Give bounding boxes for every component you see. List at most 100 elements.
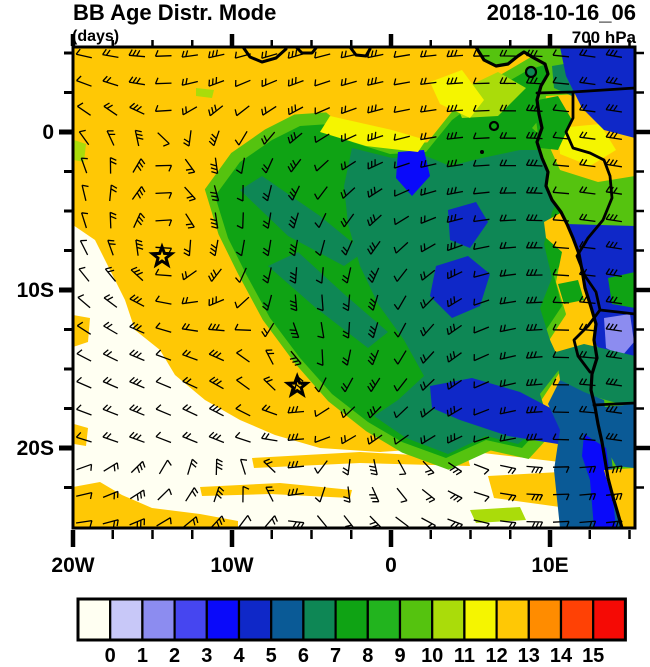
wind-barb: [499, 132, 516, 139]
wind-barb: [367, 322, 379, 339]
wind-barb: [263, 376, 276, 391]
wind-barb: [316, 515, 329, 528]
star-markers-layer: [148, 242, 311, 398]
wind-barb: [154, 50, 172, 57]
wind-barb: [261, 432, 278, 442]
wind-barb: [314, 377, 327, 393]
wind-barb: [472, 187, 490, 195]
wind-barb: [234, 130, 248, 146]
wind-barb: [155, 295, 172, 305]
wind-barb: [447, 462, 463, 476]
wind-barb: [109, 184, 118, 202]
wind-barb: [446, 296, 463, 308]
wind-barb: [76, 376, 92, 389]
wind-barb: [210, 157, 219, 175]
wind-barb: [473, 435, 490, 443]
wind-barb: [102, 519, 119, 528]
wind-barb: [552, 493, 570, 501]
wind-barb: [605, 405, 622, 414]
map-region-land-green-patch: [608, 272, 635, 308]
wind-barb: [473, 491, 490, 503]
colorbar-label: 15: [582, 645, 604, 667]
wind-barb: [131, 186, 146, 200]
wind-barb: [446, 131, 464, 140]
colorbar-cell: [398, 597, 434, 642]
wind-barb: [605, 295, 622, 305]
wind-barb: [109, 211, 117, 229]
wind-barb: [446, 159, 463, 168]
wind-barb: [234, 51, 251, 59]
wind-barb: [182, 431, 198, 444]
wind-barb: [605, 76, 623, 86]
wind-barb: [369, 486, 380, 503]
wind-barb: [314, 407, 330, 418]
wind-barb: [605, 432, 622, 442]
wind-barb: [369, 459, 378, 476]
wind-barb: [79, 239, 89, 256]
wind-barb: [183, 239, 192, 257]
wind-barb: [235, 239, 246, 257]
wind-barb: [181, 50, 198, 58]
map-region-lime-speck: [470, 507, 526, 523]
wind-barb: [78, 266, 90, 282]
wind-barb: [239, 458, 248, 475]
wind-barb: [75, 48, 92, 59]
wind-barb: [78, 129, 90, 146]
wind-barb: [155, 191, 173, 199]
wind-barb: [287, 433, 305, 441]
wind-barb: [234, 79, 251, 88]
wind-barb: [340, 406, 356, 419]
wind-barb: [525, 159, 543, 167]
map-region-yellow-wedge: [430, 70, 484, 118]
wind-barb: [525, 433, 543, 441]
wind-barb: [314, 79, 331, 87]
wind-barb: [552, 433, 570, 441]
colorbar-frame: [76, 597, 627, 642]
wind-barb: [287, 132, 303, 144]
wind-barb: [289, 322, 300, 339]
wind-barb: [314, 239, 326, 257]
wind-barb: [499, 49, 517, 57]
wind-barb: [341, 267, 352, 284]
wind-barb: [340, 50, 357, 59]
wind-barb: [500, 464, 517, 475]
wind-barb: [155, 322, 172, 333]
wind-barb: [341, 133, 357, 143]
colorbar-layer: 0 1 2 3 4 5 6 7 8 9 10 11 12 13 14 15: [76, 597, 627, 667]
wind-barb: [103, 321, 118, 335]
wind-barb: [393, 406, 409, 419]
wind-barb: [261, 131, 276, 145]
wind-barb: [208, 130, 220, 147]
wind-barb: [525, 214, 543, 222]
wind-barb: [208, 104, 224, 117]
star-marker: [148, 242, 176, 269]
wind-barb: [236, 212, 244, 229]
island-annobon: [480, 150, 484, 154]
colorbar-cell: [237, 597, 273, 642]
wind-barb: [289, 267, 298, 284]
wind-barb: [76, 349, 92, 362]
wind-barb: [102, 75, 119, 87]
wind-barb: [154, 77, 172, 85]
wind-barb: [420, 434, 436, 445]
wind-barb: [129, 376, 145, 389]
wind-barb: [263, 458, 276, 473]
wind-barb: [289, 350, 302, 366]
wind-barb: [499, 296, 517, 305]
colorbar-cell: [141, 597, 176, 642]
wind-barb: [234, 105, 250, 117]
wind-barb: [605, 323, 622, 332]
wind-barb: [213, 486, 225, 503]
wind-barb: [236, 348, 250, 363]
colorbar-cell: [205, 597, 241, 642]
wind-barb: [234, 323, 252, 331]
wind-barb: [605, 103, 622, 113]
wind-barb: [183, 130, 192, 147]
wind-barb: [317, 321, 325, 339]
plot-units: (days): [72, 28, 119, 45]
island-sao-tome: [488, 120, 500, 132]
wind-barb: [132, 158, 146, 173]
wind-barb: [394, 189, 410, 197]
wind-barb: [208, 76, 225, 87]
wind-barb: [499, 214, 517, 222]
